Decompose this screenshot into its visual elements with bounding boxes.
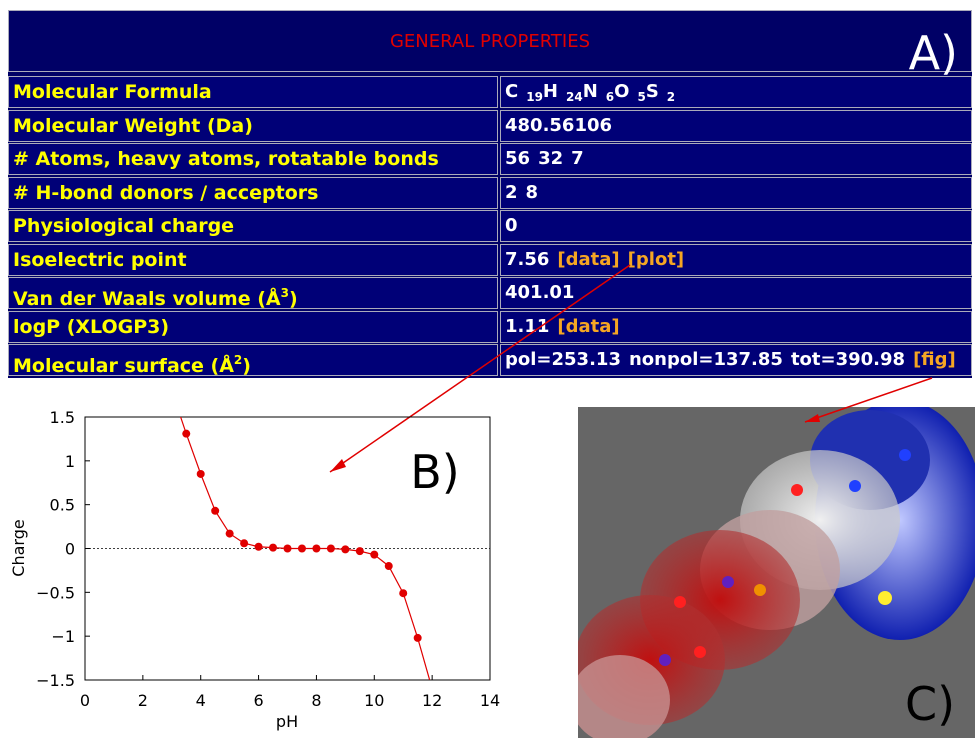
y-tick-label: 1.5 bbox=[50, 408, 75, 427]
arrowhead bbox=[330, 459, 346, 472]
x-tick-label: 2 bbox=[138, 691, 148, 710]
y-axis-label: Charge bbox=[9, 519, 28, 576]
point bbox=[298, 545, 306, 553]
x-tick-label: 10 bbox=[364, 691, 384, 710]
x-tick-label: 14 bbox=[480, 691, 500, 710]
x-tick-label: 0 bbox=[80, 691, 90, 710]
x-tick-label: 8 bbox=[311, 691, 321, 710]
point bbox=[211, 507, 219, 515]
point bbox=[240, 539, 248, 547]
panel-label: C) bbox=[905, 677, 955, 731]
y-tick-label: 1 bbox=[65, 452, 75, 471]
point bbox=[168, 387, 176, 395]
y-tick-label: −1 bbox=[51, 627, 75, 646]
point bbox=[255, 543, 263, 551]
point bbox=[370, 551, 378, 559]
point bbox=[399, 589, 407, 597]
chart: B) pH Charge C) 0 2 4 6 8 10 12 14 −1.5 −1 −0.5 0 0.… bbox=[0, 0, 980, 738]
x-tick-label: 4 bbox=[196, 691, 206, 710]
x-tick-label: 6 bbox=[253, 691, 263, 710]
point bbox=[414, 634, 422, 642]
page: GENERAL PROPERTIES A) Molecular FormulaC… bbox=[0, 0, 980, 738]
y-tick-label: −1.5 bbox=[36, 671, 75, 690]
point bbox=[284, 545, 292, 553]
y-tick-label: −0.5 bbox=[36, 583, 75, 602]
panel-label: B) bbox=[410, 445, 460, 499]
x-tick-label: 12 bbox=[422, 691, 442, 710]
point bbox=[385, 562, 393, 570]
y-tick-label: 0 bbox=[65, 540, 75, 559]
y-tick-label: 0.5 bbox=[50, 496, 75, 515]
x-axis-label: pH bbox=[276, 712, 298, 731]
point bbox=[327, 545, 335, 553]
plot-area bbox=[168, 387, 436, 693]
point bbox=[197, 470, 205, 478]
point bbox=[356, 547, 364, 555]
point bbox=[341, 545, 349, 553]
point bbox=[269, 544, 277, 552]
point bbox=[182, 430, 190, 438]
point bbox=[312, 545, 320, 553]
point bbox=[226, 530, 234, 538]
line bbox=[172, 391, 432, 689]
